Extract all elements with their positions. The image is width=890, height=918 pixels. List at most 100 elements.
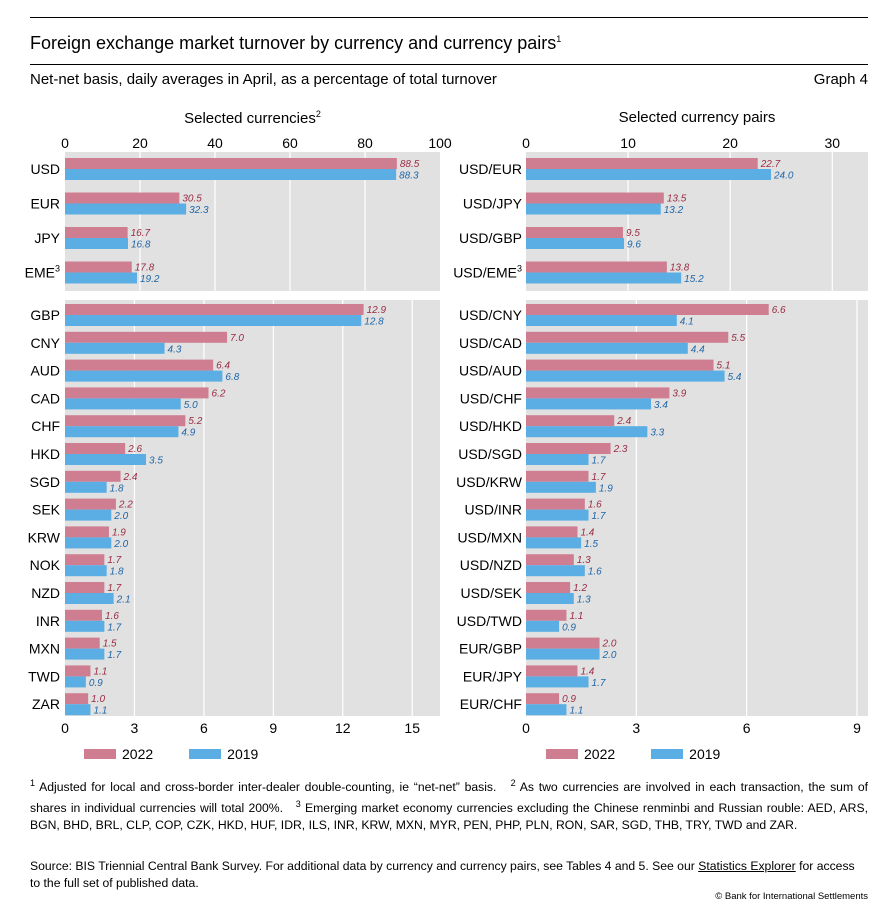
category-label: USD/JPY bbox=[463, 196, 523, 212]
bar-2019 bbox=[526, 370, 725, 382]
copyright: © Bank for International Settlements bbox=[715, 891, 868, 902]
data-label-2022: 1.7 bbox=[107, 583, 121, 594]
data-label-2019: 1.7 bbox=[107, 650, 121, 661]
category-label: EUR/JPY bbox=[463, 668, 523, 684]
tick-label: 9 bbox=[269, 720, 277, 736]
data-label-2022: 2.4 bbox=[123, 472, 138, 483]
left-panel-title: Selected currencies2 bbox=[184, 109, 321, 127]
bar-2019 bbox=[526, 509, 589, 521]
tick-label: 20 bbox=[132, 135, 148, 151]
data-label-2019: 6.8 bbox=[225, 372, 239, 383]
data-label-2019: 1.3 bbox=[577, 595, 591, 606]
data-label-2022: 22.7 bbox=[760, 159, 781, 170]
data-label-2019: 2.1 bbox=[116, 595, 131, 606]
bar-2019 bbox=[526, 315, 677, 326]
footnotes: 1 Adjusted for local and cross-border in… bbox=[30, 778, 869, 833]
footnote-3: Emerging market economy currencies exclu… bbox=[30, 801, 868, 833]
bar-2022 bbox=[65, 415, 186, 427]
data-label-2022: 1.1 bbox=[569, 611, 583, 622]
data-label-2019: 9.6 bbox=[627, 240, 641, 251]
data-label-2022: 1.6 bbox=[588, 500, 602, 511]
source-note: Source: BIS Triennial Central Bank Surve… bbox=[30, 859, 855, 890]
statistics-explorer-link[interactable]: Statistics Explorer bbox=[698, 859, 796, 873]
data-label-2019: 12.8 bbox=[364, 317, 384, 328]
category-label: JPY bbox=[34, 230, 60, 246]
tick-label: 6 bbox=[743, 720, 751, 736]
data-label-2022: 17.8 bbox=[135, 263, 155, 274]
data-label-2022: 1.7 bbox=[107, 555, 121, 566]
category-label: NZD bbox=[31, 585, 60, 601]
bar-2022 bbox=[65, 227, 128, 238]
bar-2022 bbox=[65, 261, 132, 273]
bar-2019 bbox=[65, 426, 179, 438]
footnote-1: Adjusted for local and cross-border inte… bbox=[35, 780, 497, 795]
data-label-2022: 2.2 bbox=[118, 500, 133, 511]
data-label-2022: 6.6 bbox=[772, 305, 786, 316]
tick-label: 12 bbox=[335, 720, 351, 736]
data-label-2019: 19.2 bbox=[140, 274, 160, 285]
category-label: USD/KRW bbox=[456, 474, 523, 490]
bar-2022 bbox=[526, 227, 623, 238]
data-label-2022: 6.2 bbox=[212, 388, 226, 399]
legend-left: 2022 2019 bbox=[84, 746, 294, 762]
data-label-2019: 1.7 bbox=[592, 511, 606, 522]
bar-2022 bbox=[526, 261, 667, 273]
bar-2022 bbox=[65, 582, 105, 593]
footnote-mark: 3 bbox=[55, 264, 60, 274]
category-label: GBP bbox=[30, 307, 60, 323]
data-label-2019: 2.0 bbox=[602, 650, 617, 661]
data-label-2022: 2.6 bbox=[127, 444, 142, 455]
category-label: USD/SEK bbox=[461, 585, 523, 601]
data-label-2022: 0.9 bbox=[562, 694, 576, 705]
data-label-2022: 5.2 bbox=[188, 416, 202, 427]
category-label: USD/CHF bbox=[460, 390, 522, 406]
bar-2022 bbox=[526, 304, 769, 315]
bar-2022 bbox=[526, 637, 600, 649]
top-rule bbox=[30, 17, 868, 18]
category-label: EUR bbox=[30, 196, 60, 212]
data-label-2022: 1.4 bbox=[580, 666, 594, 677]
bar-2022 bbox=[526, 609, 567, 621]
category-label: HKD bbox=[30, 446, 60, 462]
data-label-2022: 88.5 bbox=[400, 159, 420, 170]
data-label-2019: 24.0 bbox=[773, 171, 794, 182]
bar-2019 bbox=[65, 676, 86, 688]
category-label: EUR/CHF bbox=[460, 696, 522, 712]
bar-2019 bbox=[65, 565, 107, 577]
tick-label: 0 bbox=[61, 720, 69, 736]
data-label-2019: 5.0 bbox=[184, 400, 198, 411]
bar-2022 bbox=[526, 387, 670, 399]
page-title: Foreign exchange market turnover by curr… bbox=[30, 33, 562, 53]
title-rule bbox=[30, 64, 868, 65]
bar-2022 bbox=[526, 192, 664, 204]
category-label: USD/EUR bbox=[459, 161, 522, 177]
data-label-2019: 32.3 bbox=[189, 205, 209, 216]
tick-label: 15 bbox=[404, 720, 420, 736]
bar-2019 bbox=[526, 704, 567, 716]
bar-2019 bbox=[526, 169, 772, 180]
bar-2019 bbox=[526, 648, 600, 660]
data-label-2019: 13.2 bbox=[664, 205, 684, 216]
data-label-2019: 5.4 bbox=[728, 372, 742, 383]
bar-2019 bbox=[526, 238, 625, 249]
legend-swatch-2019 bbox=[189, 749, 222, 759]
data-label-2019: 3.3 bbox=[650, 428, 664, 439]
tick-label: 30 bbox=[824, 135, 840, 151]
data-label-2022: 5.5 bbox=[731, 333, 745, 344]
bar-2022 bbox=[65, 637, 100, 649]
tick-label: 6 bbox=[200, 720, 208, 736]
data-label-2022: 2.0 bbox=[602, 639, 617, 650]
tick-label: 0 bbox=[522, 720, 530, 736]
category-label: USD/TWD bbox=[457, 613, 522, 629]
bar-2019 bbox=[526, 426, 648, 438]
data-label-2019: 0.9 bbox=[562, 622, 576, 633]
bar-2019 bbox=[65, 648, 105, 660]
data-label-2019: 4.1 bbox=[680, 317, 694, 328]
category-label: USD/AUD bbox=[459, 363, 522, 379]
bar-2022 bbox=[65, 192, 180, 204]
bar-2022 bbox=[526, 470, 589, 482]
legend-swatch-2022 bbox=[546, 749, 578, 759]
bar-2019 bbox=[526, 481, 596, 493]
bar-2022 bbox=[65, 665, 91, 677]
category-label: AUD bbox=[30, 363, 60, 379]
